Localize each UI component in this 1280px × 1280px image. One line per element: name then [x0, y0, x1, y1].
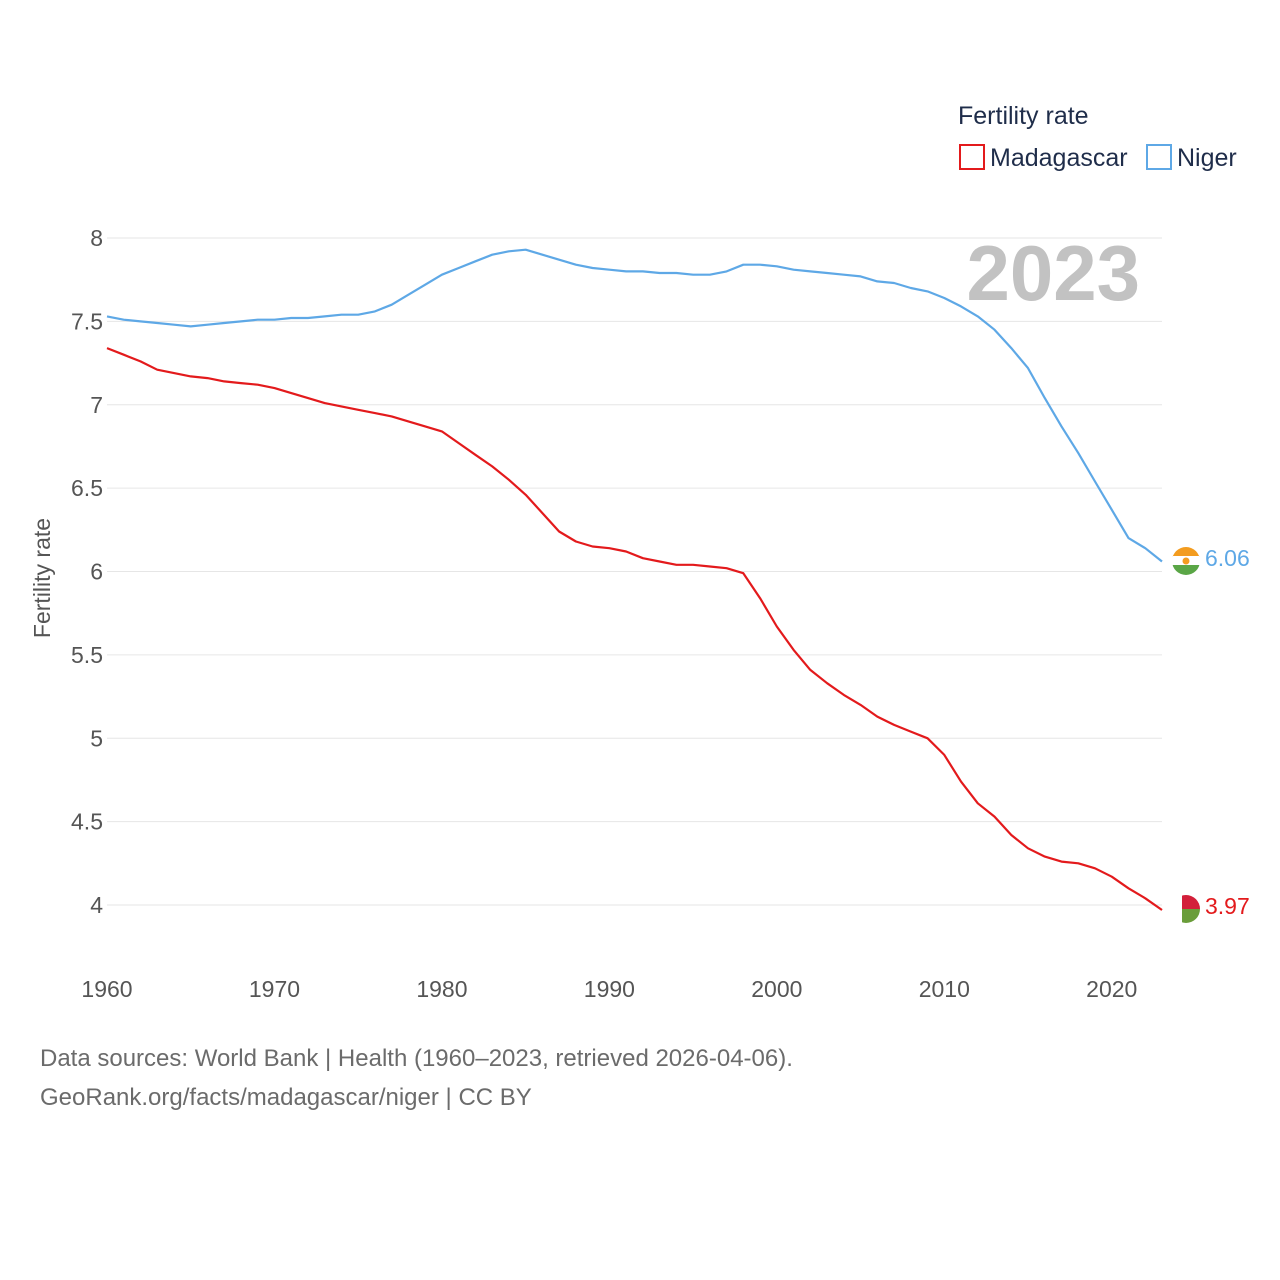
- series-line-madagascar[interactable]: [106, 347, 1163, 911]
- x-tick-label: 1960: [81, 976, 132, 1002]
- y-tick-label: 6.5: [71, 475, 103, 501]
- end-label-madagascar: 3.97: [1205, 893, 1250, 919]
- y-tick-label: 7: [90, 392, 103, 418]
- y-tick-label: 5.5: [71, 642, 103, 668]
- x-tick-label: 2000: [751, 976, 802, 1002]
- x-tick-label: 1970: [249, 976, 300, 1002]
- y-tick-label: 7.5: [71, 308, 103, 334]
- y-gridlines: [107, 237, 1162, 906]
- legend-title: Fertility rate: [958, 102, 1089, 130]
- x-tick-label: 2010: [919, 976, 970, 1002]
- x-tick-label: 1980: [416, 976, 467, 1002]
- y-axis-ticks: 4 4.5 5 5.5 6 6.5 7 7.5 8: [71, 225, 103, 918]
- end-label-niger: 6.06: [1205, 545, 1250, 571]
- series-line-niger[interactable]: [106, 248, 1163, 563]
- x-axis-ticks: 1960 1970 1980 1990 2000 2010 2020: [81, 976, 1137, 1002]
- y-axis-label: Fertility rate: [29, 518, 55, 638]
- legend-swatch-niger: [1146, 144, 1172, 170]
- y-tick-label: 4.5: [71, 809, 103, 835]
- legend-swatch-madagascar: [959, 144, 985, 170]
- footer-attribution[interactable]: GeoRank.org/facts/madagascar/niger | CC …: [40, 1084, 532, 1111]
- legend-label-madagascar: Madagascar: [990, 144, 1128, 172]
- legend-item-madagascar[interactable]: Madagascar: [959, 144, 1128, 172]
- x-tick-label: 1990: [584, 976, 635, 1002]
- y-tick-label: 8: [90, 225, 103, 251]
- y-tick-label: 6: [90, 559, 103, 585]
- y-tick-label: 4: [90, 892, 103, 918]
- y-tick-label: 5: [90, 725, 103, 751]
- footer-sources: Data sources: World Bank | Health (1960–…: [40, 1045, 793, 1072]
- niger-flag-icon: [1172, 547, 1200, 575]
- legend-label-niger: Niger: [1177, 144, 1237, 172]
- line-chart: Fertility rate Madagascar Niger 4 4.5 5 5.5…: [29, 102, 1250, 1002]
- x-tick-label: 2020: [1086, 976, 1137, 1002]
- year-watermark: 2023: [966, 229, 1140, 317]
- madagascar-flag-icon: [1172, 895, 1200, 923]
- series-lines: [106, 248, 1163, 911]
- legend-item-niger[interactable]: Niger: [1146, 144, 1237, 172]
